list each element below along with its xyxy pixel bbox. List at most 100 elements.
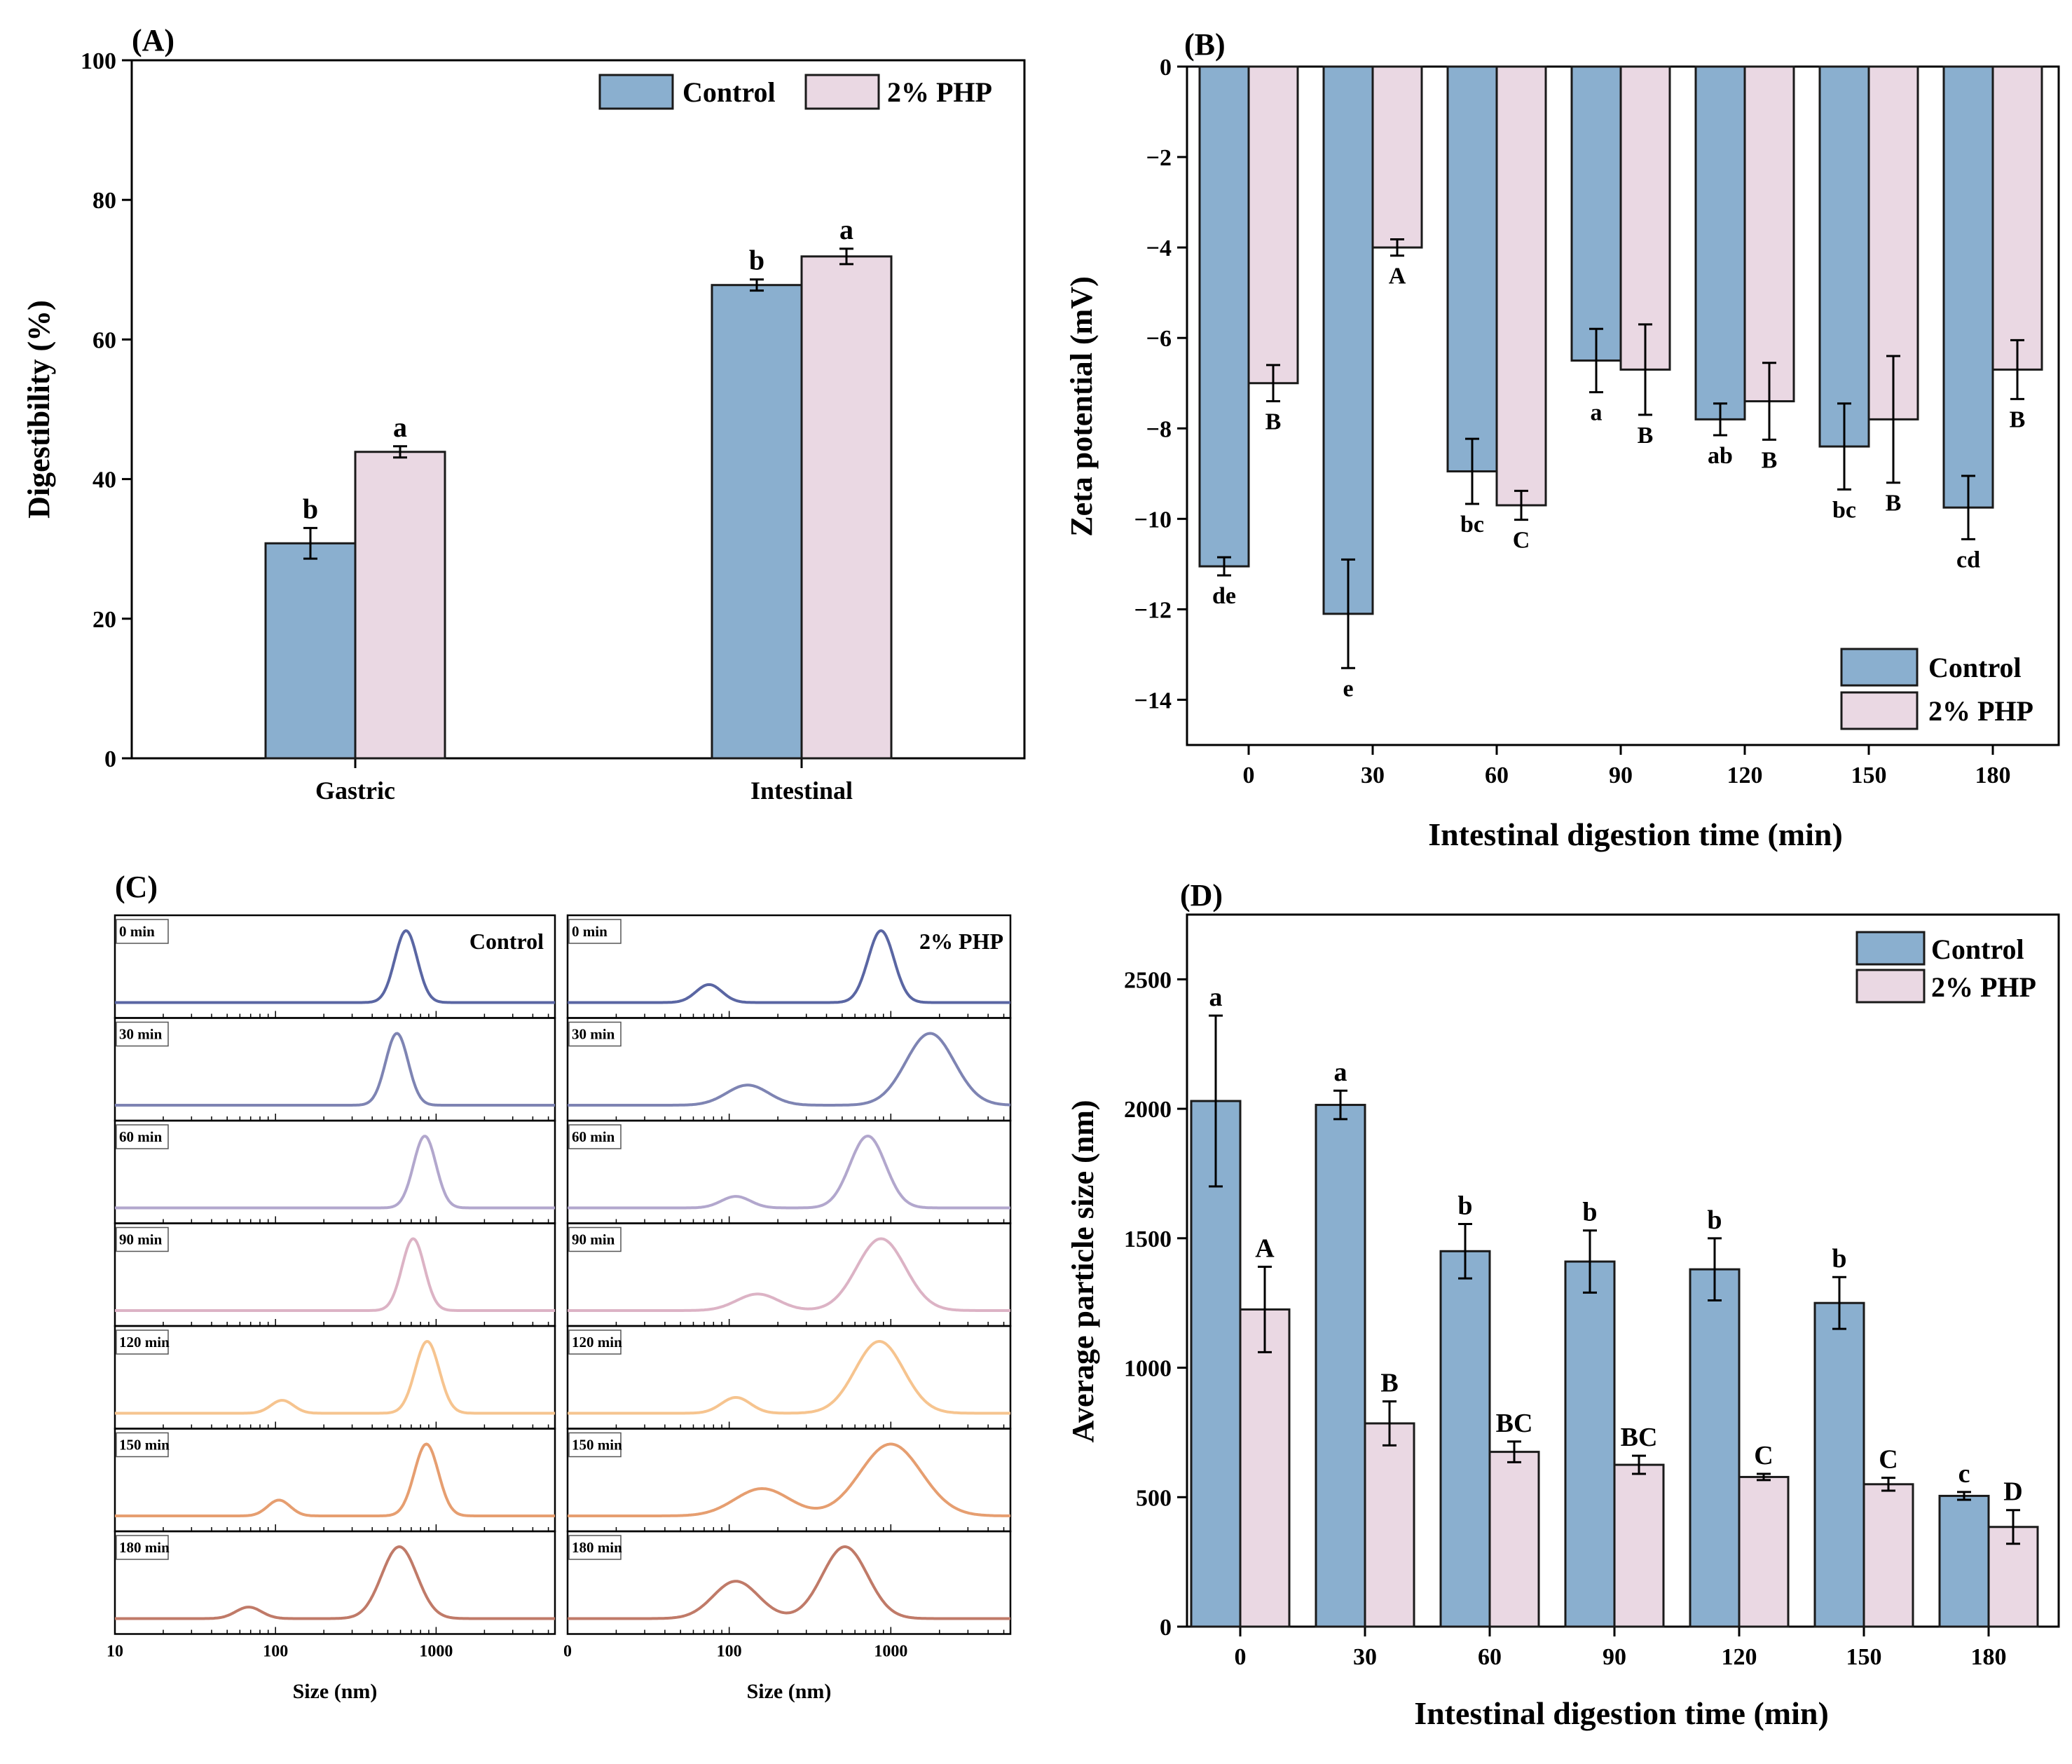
time-label-box xyxy=(568,1226,622,1252)
distribution-curve xyxy=(115,1135,555,1210)
time-label-box xyxy=(568,919,622,944)
time-label: 90 min xyxy=(119,1231,163,1248)
significance-letter: B xyxy=(2010,406,2026,432)
legend-swatch-php xyxy=(1855,969,1926,1004)
time-label: 30 min xyxy=(119,1026,163,1043)
distribution-curve xyxy=(568,1545,1010,1620)
x-tick-label: 150 xyxy=(1846,1644,1882,1670)
distribution-curve xyxy=(115,1442,555,1517)
significance-letter: B xyxy=(1265,409,1282,435)
significance-letter: a xyxy=(1334,1058,1347,1087)
significance-letter: b xyxy=(1457,1191,1472,1220)
time-label: 90 min xyxy=(572,1231,615,1248)
y-tick-label: 2000 xyxy=(1124,1097,1172,1123)
panel-a: (A) Digestibility (%) 0 20 40 60 80 100 Gastr… xyxy=(22,23,1026,805)
significance-letter: a xyxy=(1591,400,1603,426)
x-tick-label: 60 xyxy=(1485,763,1509,788)
significance-letter: c xyxy=(1958,1459,1970,1489)
significance-letter: cd xyxy=(1956,547,1980,573)
bar-control xyxy=(1938,1494,1990,1628)
legend-swatch-control xyxy=(1855,931,1926,966)
bar-php xyxy=(1488,1451,1540,1628)
time-label-box xyxy=(568,1021,622,1047)
bar-php xyxy=(1619,65,1671,371)
significance-letter: a xyxy=(839,214,853,245)
x-tick-label: 30 xyxy=(1361,763,1385,788)
x-tick-label: 90 xyxy=(1603,1644,1626,1670)
x-tick-label: 0 xyxy=(1243,763,1255,788)
y-tick-label: 2500 xyxy=(1124,967,1172,993)
bar-control xyxy=(1818,65,1870,448)
time-label-box xyxy=(116,1535,169,1560)
significance-letter: b xyxy=(1832,1244,1846,1273)
panel-c: (C) 0 min 30 min 60 min 90 min 120 min 150 mi… xyxy=(107,870,1012,1703)
y-tick-label: 100 xyxy=(81,48,116,74)
time-label-box xyxy=(116,919,169,944)
panel-d-ylabel: Average particle size (nm) xyxy=(1066,1100,1100,1442)
significance-letter: bc xyxy=(1460,512,1484,538)
panel-b-ylabel: Zeta potential (mV) xyxy=(1064,276,1099,537)
distribution-curve xyxy=(568,1442,1010,1517)
legend-label-php: 2% PHP xyxy=(887,76,992,108)
x-tick-label: 120 xyxy=(1727,763,1763,788)
time-label-box xyxy=(568,1535,622,1560)
distribution-curve xyxy=(115,1340,555,1415)
panel-b-xticks: 0 30 60 90 120 150 180 xyxy=(1243,745,2011,788)
panel-c-left-xlabel: Size (nm) xyxy=(293,1680,378,1703)
time-label-box xyxy=(568,1124,622,1149)
panel-d-xticks: 0 30 60 90 120 150 180 xyxy=(1235,1627,2007,1670)
time-label: 60 min xyxy=(572,1128,615,1145)
x-tick-label: 100 xyxy=(717,1643,742,1661)
significance-letter: B xyxy=(1380,1369,1398,1398)
bar-control xyxy=(1322,65,1374,615)
panel-c-label: (C) xyxy=(115,870,158,904)
panel-b-xlabel: Intestinal digestion time (min) xyxy=(1428,816,1843,852)
x-tick-label: Intestinal xyxy=(750,777,853,805)
significance-letter: de xyxy=(1212,583,1236,609)
panel-a-legend: Control 2% PHP xyxy=(598,74,992,110)
bar-php xyxy=(1743,65,1795,403)
distribution-curve xyxy=(568,1340,1010,1415)
legend-swatch-control xyxy=(598,74,674,110)
significance-letter: bc xyxy=(1832,497,1856,523)
distribution-curve xyxy=(115,1237,555,1312)
time-label-box xyxy=(568,1432,622,1458)
panel-d-bars: a Aa Bb BC b BC b Cb C c D xyxy=(1190,983,2039,1628)
y-tick-label: 0 xyxy=(104,746,116,772)
panel-a-bars: b a b a xyxy=(264,214,893,760)
time-label: 0 min xyxy=(119,923,155,940)
bar-php xyxy=(1862,1483,1914,1628)
x-tick-label: 90 xyxy=(1609,763,1633,788)
bar-control xyxy=(1198,65,1250,568)
bar-control xyxy=(264,542,357,760)
bar-control xyxy=(1446,65,1498,473)
y-tick-label: −14 xyxy=(1134,688,1172,713)
panel-c-grid: 0 min 30 min 60 min 90 min 120 min 150 min 180… xyxy=(107,914,1012,1661)
legend-label-control: Control xyxy=(1928,652,2022,683)
panel-a-yticks: 0 20 40 60 80 100 xyxy=(81,48,132,772)
y-tick-label: 500 xyxy=(1136,1485,1172,1511)
significance-letter: b xyxy=(749,245,764,276)
bar-php xyxy=(1738,1475,1790,1628)
panel-b: (B) Zeta potential (mV) Intestinal diges… xyxy=(1064,27,2060,852)
significance-letter: a xyxy=(393,411,407,443)
significance-letter: C xyxy=(1513,528,1530,554)
panel-b-yticks: 0 −2 −4 −6 −8 −10 −12 −14 xyxy=(1134,55,1187,713)
y-tick-label: 0 xyxy=(1160,55,1172,81)
x-tick-label: 60 xyxy=(1478,1644,1502,1670)
panel-d-label: (D) xyxy=(1180,878,1223,912)
y-tick-label: 0 xyxy=(1160,1615,1172,1641)
panel-c-left-title: Control xyxy=(469,929,544,954)
y-tick-label: 20 xyxy=(92,607,116,633)
time-label-box xyxy=(116,1226,169,1252)
x-tick-label: 120 xyxy=(1722,1644,1757,1670)
distribution-curve xyxy=(568,1032,1011,1107)
significance-letter: A xyxy=(1255,1233,1275,1263)
x-tick-label: 100 xyxy=(263,1643,288,1661)
bar-control xyxy=(1570,65,1622,362)
x-tick-label: Gastric xyxy=(315,777,395,805)
bar-control xyxy=(1694,65,1746,421)
distribution-curve xyxy=(568,1237,1010,1312)
panel-a-ylabel: Digestibility (%) xyxy=(22,300,56,519)
legend-label-control: Control xyxy=(682,76,776,108)
